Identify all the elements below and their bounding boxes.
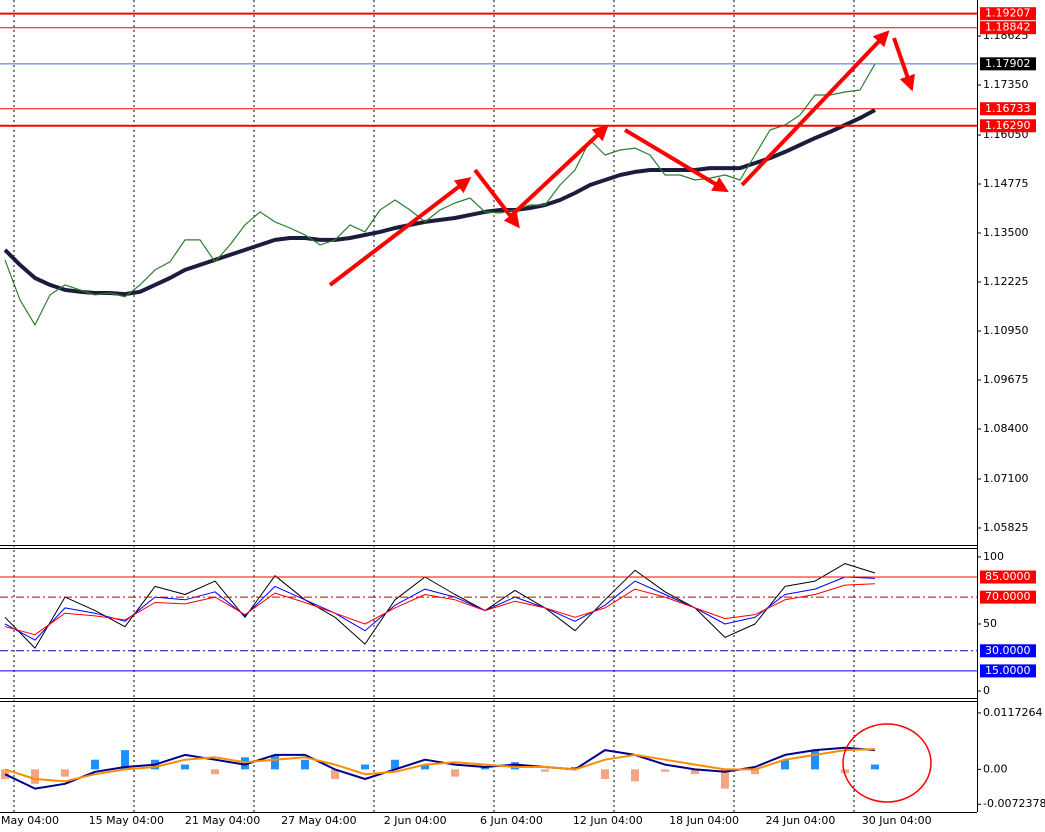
highlight-circle xyxy=(842,723,932,803)
histogram-bar xyxy=(481,766,489,770)
histogram-bar xyxy=(781,759,789,770)
y-tick-label: 1.07100 xyxy=(983,472,1029,485)
histogram-bar xyxy=(511,762,519,770)
histogram-bar xyxy=(361,764,369,770)
histogram-bar xyxy=(751,769,759,775)
y-tick-label: 0.00 xyxy=(983,762,1008,775)
histogram-bar xyxy=(121,750,129,770)
y-tick-label: 1.10950 xyxy=(983,324,1029,337)
histogram-bar xyxy=(661,769,669,772)
y-tick-label: 0.0117264 xyxy=(983,706,1043,719)
series-line xyxy=(4,563,876,649)
y-tick-label: 1.09675 xyxy=(983,373,1029,386)
level-box xyxy=(980,664,1036,678)
histogram-bar xyxy=(241,757,249,770)
histogram-bar xyxy=(271,754,279,770)
x-tick-label: 12 Jun 04:00 xyxy=(573,814,643,827)
y-tick-label: 1.05825 xyxy=(983,521,1029,534)
histogram-bar xyxy=(181,764,189,770)
level-box xyxy=(980,119,1036,133)
series-line xyxy=(3,108,876,297)
x-tick-label: 30 Jun 04:00 xyxy=(862,814,932,827)
level-label: 1.18842 xyxy=(985,21,1031,34)
level-box xyxy=(980,102,1036,116)
histogram-bar xyxy=(211,769,219,775)
histogram-bar xyxy=(871,764,879,770)
histogram-bar xyxy=(301,759,309,770)
y-tick-label: 50 xyxy=(983,617,997,630)
histogram-bar xyxy=(61,769,69,777)
level-box xyxy=(980,644,1036,658)
x-tick-label: 18 Jun 04:00 xyxy=(669,814,739,827)
level-box xyxy=(980,7,1036,21)
level-box xyxy=(980,570,1036,584)
x-tick-label: 21 May 04:00 xyxy=(185,814,260,827)
histogram-bar xyxy=(571,766,579,770)
x-tick-label: 2 Jun 04:00 xyxy=(384,814,447,827)
y-tick-label: 1.12225 xyxy=(983,275,1029,288)
histogram-bar xyxy=(1,769,9,780)
y-tick-label: 100 xyxy=(983,550,1004,563)
x-tick-label: 15 May 04:00 xyxy=(89,814,164,827)
series-line xyxy=(4,576,876,641)
level-label: 1.17902 xyxy=(985,57,1031,70)
histogram-bar xyxy=(91,759,99,770)
histogram-bar xyxy=(631,769,639,782)
x-tick-label: May 04:00 xyxy=(1,814,59,827)
x-tick-label: 6 Jun 04:00 xyxy=(480,814,543,827)
level-box xyxy=(980,21,1036,35)
level-label: 15.0000 xyxy=(985,664,1031,677)
histogram-bar xyxy=(841,769,849,774)
y-tick-label: 1.08400 xyxy=(983,422,1029,435)
y-tick-label: 1.14775 xyxy=(983,177,1029,190)
x-tick-label: 24 Jun 04:00 xyxy=(765,814,835,827)
histogram-bar xyxy=(391,759,399,770)
histogram-bar xyxy=(811,750,819,770)
histogram-bar xyxy=(451,769,459,777)
level-label: 1.19207 xyxy=(985,7,1031,20)
y-tick-label: 1.13500 xyxy=(983,226,1029,239)
histogram-bar xyxy=(541,769,549,772)
annotation-arrows xyxy=(328,30,915,287)
histogram-bar xyxy=(721,769,729,789)
y-tick-label: -0.0072378 xyxy=(983,797,1045,810)
series-line xyxy=(4,746,876,790)
time-separators xyxy=(13,0,855,812)
level-label: 70.0000 xyxy=(985,590,1031,603)
level-label: 85.0000 xyxy=(985,570,1031,583)
x-tick-label: 27 May 04:00 xyxy=(281,814,356,827)
level-box xyxy=(980,590,1036,604)
histogram-bar xyxy=(601,769,609,780)
level-box xyxy=(980,57,1036,71)
y-tick-label: 1.17350 xyxy=(983,78,1029,91)
series-line xyxy=(4,748,876,783)
level-label: 1.16290 xyxy=(985,119,1031,132)
histogram-bar xyxy=(331,769,339,780)
histogram-bar xyxy=(31,769,39,784)
histogram-bar xyxy=(421,764,429,770)
plot-layer: 1.186251.173501.160501.147751.135001.122… xyxy=(0,7,1045,827)
histogram-bar xyxy=(691,769,699,775)
level-label: 1.16733 xyxy=(985,102,1031,115)
level-label: 30.0000 xyxy=(985,644,1031,657)
series-line xyxy=(4,63,876,326)
y-tick-label: 0 xyxy=(983,684,990,697)
